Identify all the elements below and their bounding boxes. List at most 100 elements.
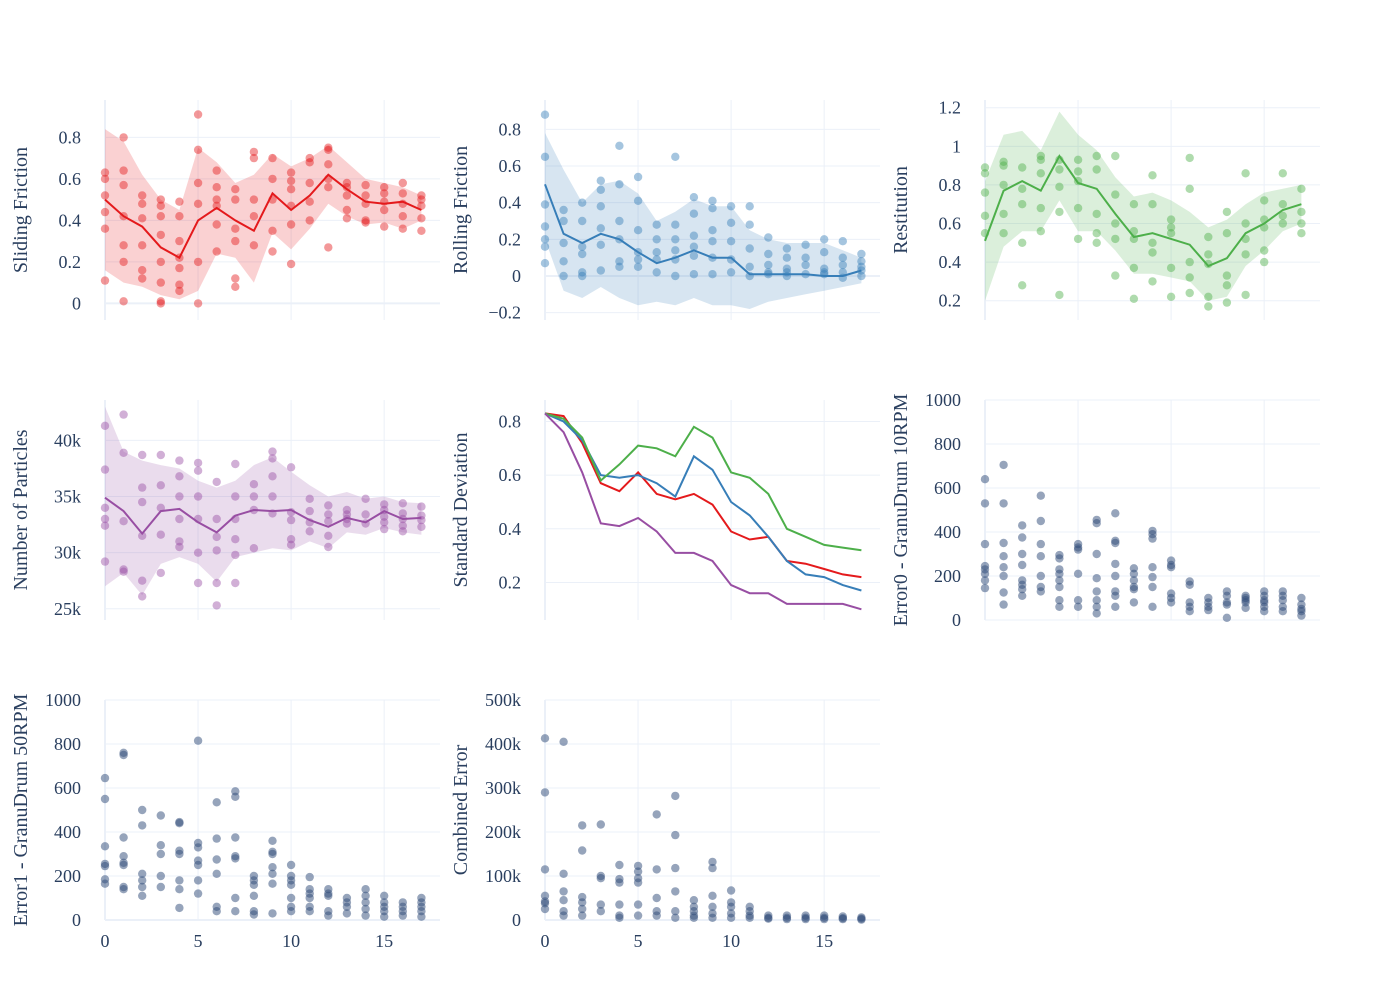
data-point — [268, 174, 277, 184]
data-point — [212, 855, 221, 864]
data-point — [782, 271, 792, 281]
data-point — [268, 863, 277, 872]
data-point — [633, 172, 643, 182]
data-point — [615, 257, 624, 266]
data-point — [999, 180, 1008, 190]
data-point — [193, 110, 203, 119]
data-point — [156, 299, 165, 308]
data-point — [745, 202, 754, 211]
data-point — [578, 216, 587, 226]
data-point — [193, 843, 203, 852]
data-point — [119, 750, 128, 760]
data-point — [305, 178, 314, 188]
data-point — [1036, 516, 1046, 526]
data-point — [671, 220, 680, 229]
subplot-sliding: 0 0.2 0.4 0.6 0.8 Sliding Friction — [10, 100, 440, 320]
data-point — [1185, 273, 1194, 282]
data-point — [342, 505, 352, 515]
data-point — [671, 235, 680, 244]
data-point — [1166, 292, 1176, 301]
data-point — [596, 874, 605, 883]
data-point — [820, 248, 829, 257]
data-point — [1111, 190, 1120, 199]
data-point — [726, 202, 736, 211]
data-point — [119, 833, 128, 842]
data-point — [100, 224, 110, 233]
data-point — [138, 191, 147, 200]
data-point — [361, 885, 370, 894]
data-point — [231, 274, 240, 283]
data-point — [596, 224, 605, 233]
data-point — [671, 791, 680, 801]
data-point — [361, 494, 370, 503]
y-tick-label: 1000 — [45, 690, 81, 710]
data-point — [999, 552, 1008, 561]
data-point — [212, 477, 221, 487]
data-point — [726, 218, 736, 227]
data-point — [1036, 539, 1046, 549]
data-point — [1111, 234, 1120, 244]
data-point — [689, 270, 699, 279]
data-point — [1129, 200, 1139, 209]
data-point — [268, 247, 277, 256]
data-point — [380, 189, 389, 198]
y-tick-label: 200 — [54, 866, 81, 886]
x-tick-label: 0 — [101, 931, 110, 951]
data-point — [1018, 281, 1027, 290]
data-point — [1260, 196, 1269, 205]
data-point — [212, 869, 221, 878]
data-point — [999, 600, 1008, 609]
data-point — [100, 861, 110, 871]
data-point — [857, 262, 866, 271]
data-point — [633, 911, 643, 920]
data-point — [193, 299, 203, 308]
data-point — [1073, 203, 1083, 213]
data-point — [540, 865, 550, 874]
data-point — [980, 163, 990, 172]
data-point — [1055, 554, 1064, 563]
data-point — [1148, 563, 1157, 572]
data-point — [540, 235, 550, 244]
data-point — [980, 188, 990, 197]
y-tick-label: 0 — [512, 266, 521, 286]
data-point — [1073, 234, 1083, 244]
data-point — [138, 483, 147, 492]
data-point — [596, 176, 605, 185]
data-point — [361, 510, 370, 519]
data-point — [100, 773, 110, 783]
data-point — [726, 268, 736, 277]
data-point — [671, 907, 680, 916]
data-point — [305, 872, 314, 882]
data-point — [361, 898, 370, 907]
y-tick-label: 0.8 — [499, 119, 522, 139]
data-point — [156, 481, 165, 490]
data-point — [1092, 165, 1101, 174]
data-point — [212, 601, 221, 610]
y-tick-label: 400k — [485, 734, 521, 754]
data-point — [1148, 171, 1157, 180]
data-point — [249, 480, 259, 489]
y-axis-title: Sliding Friction — [10, 147, 32, 273]
data-point — [1018, 163, 1027, 172]
data-point — [324, 145, 333, 154]
mean-line — [104, 173, 422, 260]
data-point — [156, 195, 165, 204]
data-point — [726, 886, 736, 895]
y-tick-label: 500k — [485, 690, 521, 710]
data-point — [212, 220, 221, 229]
data-point — [1166, 229, 1176, 238]
data-point — [1036, 227, 1046, 236]
y-axis-title: Error0 - GranuDrum 10RPM — [890, 393, 912, 626]
data-point — [361, 891, 370, 900]
y-tick-label: 0 — [72, 293, 81, 313]
data-point — [782, 244, 792, 253]
data-point — [268, 909, 277, 918]
y-tick-label: 0 — [512, 910, 521, 930]
data-point — [980, 569, 990, 578]
data-point — [100, 514, 110, 524]
data-point — [1222, 207, 1232, 217]
data-point — [1129, 569, 1139, 578]
data-point — [540, 200, 550, 209]
data-point — [764, 914, 773, 923]
data-point — [156, 568, 165, 578]
